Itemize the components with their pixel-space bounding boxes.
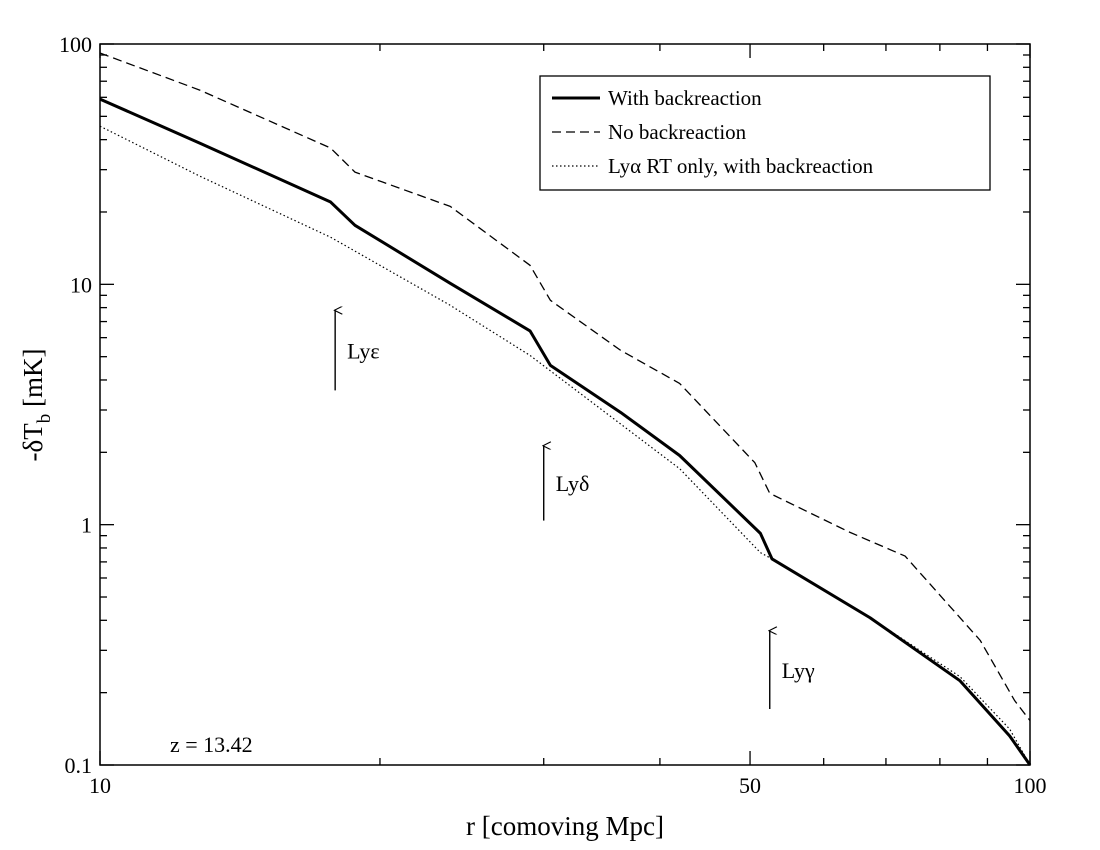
data-line	[99, 97, 1032, 766]
y-axis-label-unit: [mK]	[18, 349, 48, 414]
x-tick-label: 10	[89, 773, 111, 798]
legend-box	[539, 75, 991, 191]
y-axis-label-sub: b	[34, 414, 55, 424]
plot-frame	[99, 43, 1031, 766]
y-axis-label: -δTb [mK]	[18, 349, 55, 462]
x-tick-label: 100	[1014, 773, 1047, 798]
annotation-label: Lyε	[347, 338, 379, 363]
annotation-label: Lyδ	[556, 471, 590, 496]
data-line	[99, 52, 1031, 722]
data-line	[99, 125, 1031, 766]
y-tick-label: 1	[81, 513, 92, 538]
annotation-label: Lyγ	[782, 658, 815, 683]
y-tick-label: 10	[70, 272, 92, 297]
legend-label: No backreaction	[608, 120, 747, 144]
y-tick-label: 0.1	[65, 753, 93, 778]
legend-label: With backreaction	[608, 86, 762, 110]
legend-label: Lyα RT only, with backreaction	[608, 154, 874, 178]
y-tick-label: 100	[59, 32, 92, 57]
redshift-label: z = 13.42	[170, 732, 253, 757]
y-axis-label-main: -δT	[18, 423, 48, 462]
x-tick-label: 50	[739, 773, 761, 798]
x-axis-label: r [comoving Mpc]	[466, 811, 664, 841]
